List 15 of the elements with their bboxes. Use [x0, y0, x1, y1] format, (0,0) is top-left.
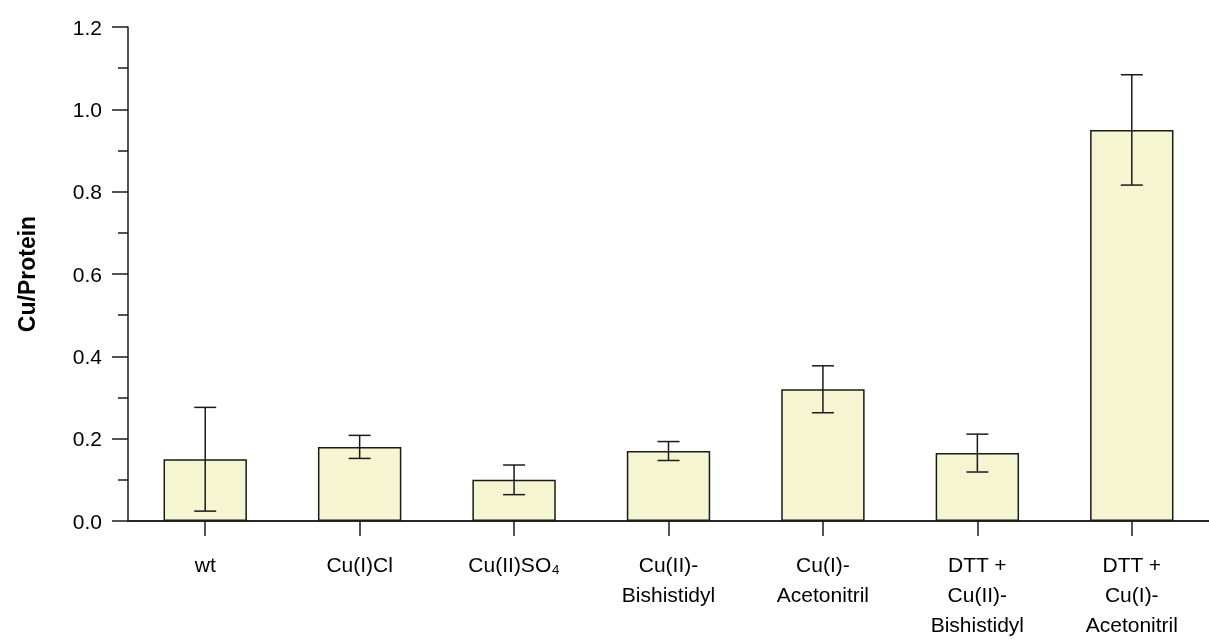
- y-tick-label: 0.0: [72, 509, 102, 533]
- x-tick-label: Cu(II)SO₄: [468, 552, 560, 576]
- x-tick-label: Cu(I)- Acetonitril: [776, 552, 870, 606]
- y-tick-label: 0.2: [72, 427, 102, 451]
- x-tick-label: wt: [193, 552, 216, 576]
- y-tick-label: 0.8: [72, 180, 102, 204]
- y-tick-label: 0.4: [72, 344, 103, 368]
- y-tick-label: 0.6: [72, 262, 102, 286]
- y-axis-title: Cu/Protein: [13, 215, 40, 333]
- y-tick-label: 1.2: [72, 15, 102, 39]
- x-tick-label: Cu(I)Cl: [326, 552, 393, 576]
- x-tick-label: Cu(II)- Bishistidyl: [621, 552, 716, 606]
- x-tick-label: DTT + Cu(I)- Acetonitril: [1085, 552, 1178, 636]
- x-tick-label: DTT + Cu(II)- Bishistidyl: [930, 552, 1025, 636]
- y-tick-label: 1.0: [72, 97, 102, 121]
